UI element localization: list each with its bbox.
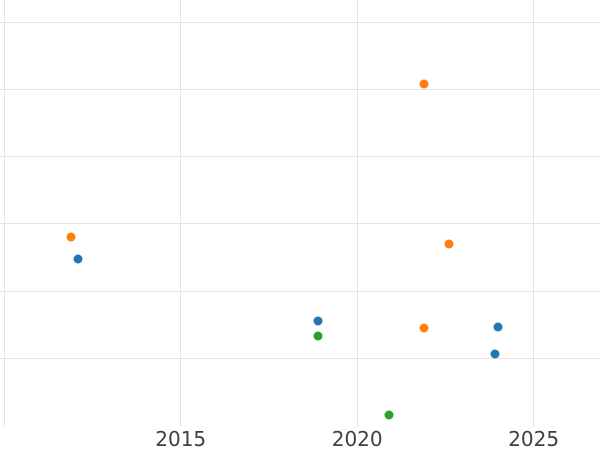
horizontal-gridline — [0, 22, 600, 24]
data-point-orange — [419, 79, 429, 89]
data-point-blue — [73, 254, 83, 264]
horizontal-gridline — [0, 357, 600, 359]
vertical-gridline — [3, 0, 5, 428]
horizontal-gridline — [0, 223, 600, 225]
vertical-gridline — [533, 0, 535, 428]
data-point-blue — [313, 316, 323, 326]
x-tick-label: 2015 — [155, 427, 207, 450]
data-point-orange — [66, 232, 76, 242]
horizontal-gridline — [0, 89, 600, 91]
x-tick-label: 2025 — [508, 427, 560, 450]
data-point-green — [313, 331, 323, 341]
data-point-green — [384, 410, 394, 420]
x-tick-label: 2020 — [331, 427, 383, 450]
data-point-orange — [419, 323, 429, 333]
data-point-orange — [444, 239, 454, 249]
vertical-gridline — [180, 0, 182, 428]
data-point-blue — [490, 349, 500, 359]
vertical-gridline — [356, 0, 358, 428]
horizontal-gridline — [0, 156, 600, 158]
data-point-blue — [493, 322, 503, 332]
horizontal-gridline — [0, 290, 600, 292]
